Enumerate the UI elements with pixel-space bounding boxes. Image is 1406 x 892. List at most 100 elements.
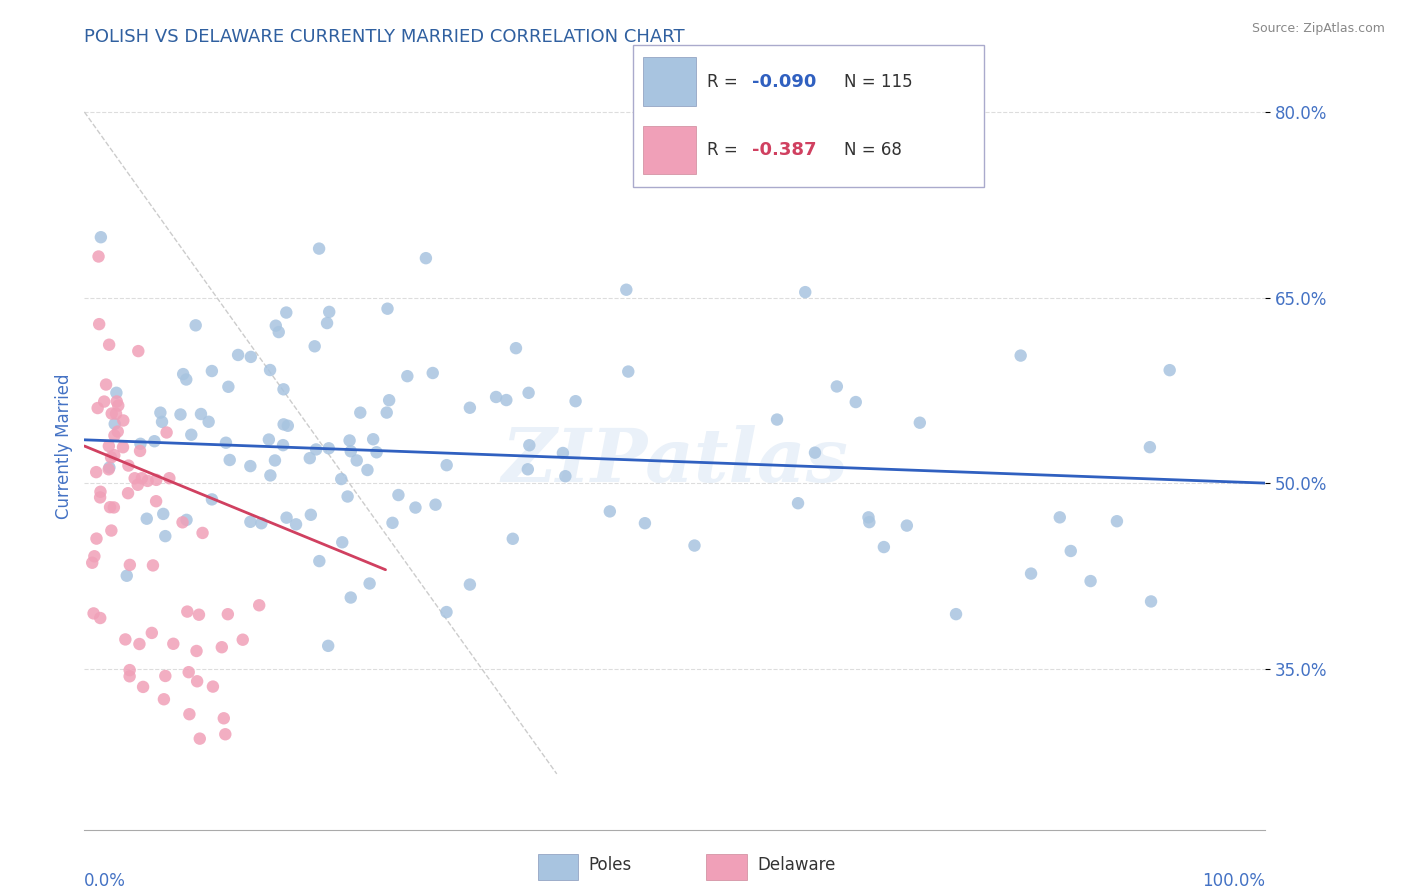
Point — [162, 637, 184, 651]
Point — [858, 510, 880, 524]
Point — [172, 516, 194, 530]
Point — [276, 305, 298, 319]
Point — [366, 445, 388, 459]
Point — [214, 727, 236, 741]
Point — [100, 407, 122, 421]
Point — [128, 637, 150, 651]
Point — [239, 459, 262, 474]
Point — [1140, 594, 1163, 608]
Point — [153, 692, 176, 706]
Point — [804, 445, 827, 459]
Point — [1105, 514, 1128, 528]
Text: 0.0%: 0.0% — [84, 871, 127, 889]
Point — [97, 439, 120, 453]
Point — [387, 488, 409, 502]
Point — [305, 442, 328, 457]
Point — [787, 496, 810, 510]
Point — [117, 486, 139, 500]
Point — [273, 417, 295, 432]
Point — [84, 465, 107, 479]
Point — [614, 283, 637, 297]
Point — [174, 372, 197, 386]
Point — [129, 444, 152, 458]
Point — [89, 611, 111, 625]
Point — [82, 556, 104, 570]
FancyBboxPatch shape — [633, 45, 984, 187]
Point — [190, 407, 212, 421]
Point — [107, 399, 129, 413]
Point — [1080, 574, 1102, 588]
Point — [361, 432, 384, 446]
Point — [259, 468, 281, 483]
Point — [683, 539, 706, 553]
Point — [377, 301, 399, 316]
Point — [349, 406, 371, 420]
FancyBboxPatch shape — [537, 855, 578, 880]
Point — [218, 453, 240, 467]
Point — [87, 250, 110, 264]
Text: Source: ZipAtlas.com: Source: ZipAtlas.com — [1251, 22, 1385, 36]
Point — [89, 484, 111, 499]
Point — [436, 458, 458, 472]
Point — [127, 477, 149, 491]
Point — [339, 591, 361, 605]
Point — [124, 471, 146, 485]
Point — [89, 317, 111, 331]
Point — [276, 510, 298, 524]
FancyBboxPatch shape — [644, 126, 696, 175]
Point — [356, 463, 378, 477]
Point — [945, 607, 967, 621]
Point — [232, 632, 254, 647]
Point — [103, 428, 125, 442]
Point — [212, 711, 235, 725]
Point — [145, 494, 167, 508]
Point — [142, 558, 165, 573]
Point — [564, 394, 586, 409]
Point — [277, 418, 299, 433]
Point — [83, 607, 105, 621]
Point — [201, 492, 224, 507]
Point — [298, 451, 321, 466]
Point — [634, 516, 657, 531]
Point — [145, 473, 167, 487]
Point — [149, 406, 172, 420]
FancyBboxPatch shape — [644, 57, 696, 106]
Point — [316, 639, 339, 653]
Point — [135, 512, 157, 526]
Text: ZIPatlas: ZIPatlas — [502, 425, 848, 498]
Point — [157, 471, 180, 485]
Point — [150, 415, 173, 429]
Point — [98, 460, 121, 475]
Point — [375, 406, 398, 420]
Text: R =: R = — [707, 73, 737, 91]
Point — [105, 394, 128, 409]
Point — [115, 568, 138, 582]
Point — [766, 412, 789, 426]
Point — [136, 474, 159, 488]
Point — [186, 674, 208, 689]
Point — [485, 390, 508, 404]
Point — [1019, 566, 1042, 581]
Point — [143, 434, 166, 449]
Point — [1010, 349, 1032, 363]
Point — [339, 434, 361, 448]
Text: N = 115: N = 115 — [844, 73, 912, 91]
Point — [215, 435, 238, 450]
Point — [127, 344, 149, 359]
Point — [217, 607, 239, 622]
Point — [308, 554, 330, 568]
Text: N = 68: N = 68 — [844, 141, 901, 159]
Point — [83, 549, 105, 564]
Point — [396, 369, 419, 384]
Point — [186, 644, 208, 658]
Point — [93, 394, 115, 409]
Point — [425, 498, 447, 512]
Point — [97, 462, 120, 476]
Point — [1139, 440, 1161, 454]
Point — [404, 500, 426, 515]
Point — [141, 626, 163, 640]
Point — [239, 350, 262, 364]
Point — [155, 425, 177, 440]
Point — [98, 337, 121, 351]
Point — [346, 453, 368, 467]
